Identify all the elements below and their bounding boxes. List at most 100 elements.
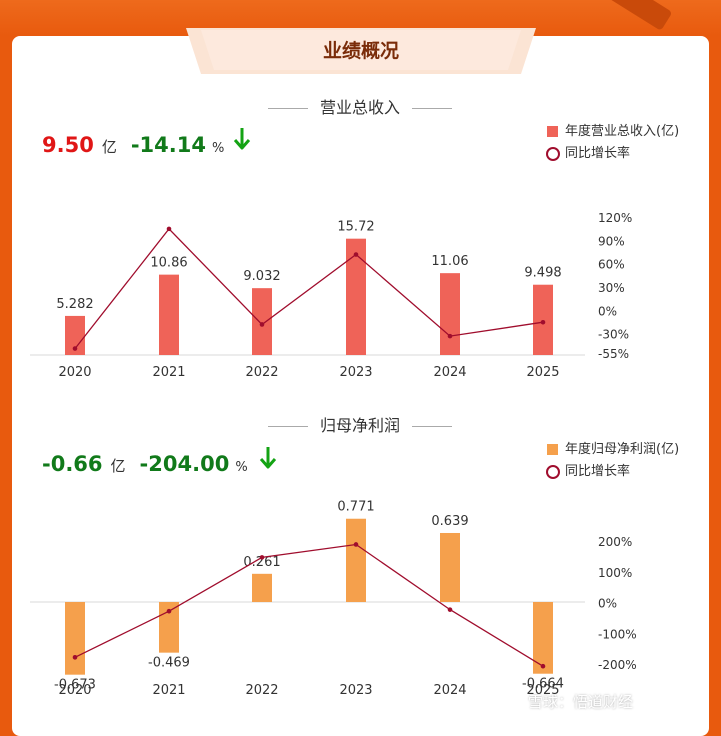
profit-kpi: -0.66 亿 -204.00% — [42, 449, 248, 479]
y2-tick-label: 200% — [598, 535, 632, 549]
y2-tick-label: 0% — [598, 597, 617, 611]
x-tick-label: 2020 — [58, 365, 91, 380]
growth-rate-point — [259, 322, 265, 327]
x-tick-label: 2024 — [433, 683, 466, 698]
revenue-kpi: 9.50 亿 -14.14% — [42, 130, 224, 160]
legend-swatch-bar — [547, 444, 558, 455]
x-tick-label: 2023 — [339, 365, 372, 380]
kpi-unit: 亿 — [101, 138, 117, 156]
page-title: 业绩概况 — [322, 40, 399, 62]
bar — [159, 602, 179, 653]
bar — [533, 284, 553, 355]
y2-tick-label: 100% — [598, 566, 632, 580]
kpi-change: -14.14 — [130, 133, 206, 157]
bar — [440, 273, 460, 355]
x-tick-label: 2022 — [245, 365, 278, 380]
growth-rate-point — [259, 555, 265, 560]
heading-rule-left — [268, 426, 308, 427]
y2-tick-label: -55% — [598, 347, 629, 361]
growth-rate-line — [74, 543, 544, 667]
x-tick-label: 2024 — [433, 365, 466, 380]
heading-rule-right — [412, 426, 452, 427]
data-label: 9.032 — [243, 269, 280, 284]
data-label: 5.282 — [56, 297, 93, 312]
legend-swatch-line — [546, 147, 560, 161]
growth-rate-point — [72, 655, 78, 660]
y2-tick-label: 90% — [598, 234, 625, 248]
data-label: 10.86 — [150, 256, 187, 271]
bar — [252, 573, 272, 602]
x-tick-label: 2022 — [245, 683, 278, 698]
growth-rate-point — [540, 663, 546, 669]
legend-label: 同比增长率 — [565, 464, 631, 479]
title-ribbon: 业绩概况 — [186, 28, 536, 74]
data-label: -0.664 — [522, 677, 564, 692]
legend-swatch-line — [546, 465, 560, 479]
bar — [65, 602, 85, 675]
y2-tick-label: 120% — [598, 211, 632, 225]
x-tick-label: 2021 — [152, 683, 185, 698]
section-title: 营业总收入 — [319, 98, 400, 117]
data-label: 11.06 — [431, 254, 468, 269]
growth-rate-point — [353, 542, 359, 547]
legend-item-line: 同比增长率 — [545, 143, 679, 165]
growth-rate-point — [166, 608, 172, 614]
growth-rate-point — [447, 607, 453, 612]
x-tick-label: 2020 — [58, 683, 91, 698]
bar — [440, 532, 460, 602]
profit-legend: 年度归母净利润(亿) 同比增长率 — [545, 439, 679, 483]
x-tick-label: 2025 — [526, 683, 559, 698]
bar — [346, 238, 366, 355]
section-heading-profit: 归母净利润 — [260, 414, 460, 438]
legend-item-bar: 年度营业总收入(亿) — [545, 121, 679, 143]
heading-rule-right — [412, 108, 452, 109]
results-card — [12, 36, 709, 736]
legend-item-line: 同比增长率 — [545, 461, 679, 483]
growth-rate-line — [74, 227, 544, 350]
bar — [159, 274, 179, 355]
x-tick-label: 2025 — [526, 365, 559, 380]
y2-tick-label: 30% — [598, 281, 625, 295]
ribbon-shape — [186, 28, 536, 74]
data-label: -0.673 — [54, 678, 96, 693]
kpi-change: -204.00 — [139, 452, 230, 476]
kpi-unit: 亿 — [110, 457, 126, 475]
data-label: 0.771 — [337, 500, 374, 515]
data-label: 9.498 — [524, 266, 561, 281]
bar — [533, 602, 553, 674]
x-tick-label: 2023 — [339, 683, 372, 698]
bar — [252, 288, 272, 355]
growth-rate-point — [166, 226, 172, 232]
y2-tick-label: -100% — [598, 627, 637, 641]
kpi-value: 9.50 — [42, 133, 94, 157]
growth-rate-point — [72, 346, 78, 351]
data-label: 0.639 — [431, 514, 468, 529]
bar — [346, 518, 366, 602]
y2-tick-label: 0% — [598, 304, 617, 318]
y2-tick-label: 60% — [598, 258, 625, 272]
section-title: 归母净利润 — [319, 416, 400, 435]
growth-rate-point — [353, 252, 359, 257]
bar — [65, 315, 85, 355]
legend-label: 年度营业总收入(亿) — [565, 124, 680, 139]
heading-rule-left — [268, 108, 308, 109]
down-arrow-icon — [233, 128, 251, 150]
growth-rate-point — [540, 319, 546, 325]
data-label: -0.469 — [148, 656, 190, 671]
watermark: 雪球：悟道财经 — [528, 693, 634, 711]
data-label: 0.261 — [243, 555, 280, 570]
revenue-legend: 年度营业总收入(亿) 同比增长率 — [545, 121, 679, 165]
legend-label: 年度归母净利润(亿) — [565, 442, 680, 457]
legend-swatch-bar — [547, 126, 558, 137]
section-heading-revenue: 营业总收入 — [260, 96, 460, 120]
y2-tick-label: -200% — [598, 658, 637, 672]
down-arrow-icon — [259, 447, 277, 469]
legend-item-bar: 年度归母净利润(亿) — [545, 439, 679, 461]
x-tick-label: 2021 — [152, 365, 185, 380]
growth-rate-point — [447, 333, 453, 339]
kpi-value: -0.66 — [42, 452, 103, 476]
data-label: 15.72 — [337, 220, 374, 235]
kpi-change-unit: % — [235, 460, 248, 475]
y2-tick-label: -30% — [598, 328, 629, 342]
